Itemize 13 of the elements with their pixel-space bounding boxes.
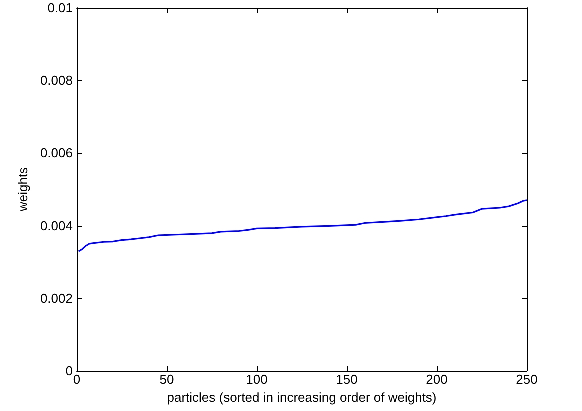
x-axis-title: particles (sorted in increasing order of weights) bbox=[167, 390, 437, 405]
x-tick-label: 50 bbox=[160, 372, 174, 387]
y-tick-label: 0.004 bbox=[40, 218, 73, 234]
y-axis-title: weights bbox=[16, 166, 31, 213]
y-tick-label: 0.006 bbox=[40, 146, 73, 161]
y-tick-label: 0.01 bbox=[48, 0, 73, 16]
x-tick-label: 250 bbox=[516, 372, 538, 387]
line-series bbox=[78, 200, 528, 252]
x-tick-label: 150 bbox=[336, 372, 358, 387]
y-tick-label: 0.008 bbox=[40, 73, 73, 88]
x-tick-label: 100 bbox=[246, 372, 268, 387]
y-tick-label: 0.002 bbox=[40, 290, 73, 306]
x-tick-label: 200 bbox=[426, 372, 448, 387]
